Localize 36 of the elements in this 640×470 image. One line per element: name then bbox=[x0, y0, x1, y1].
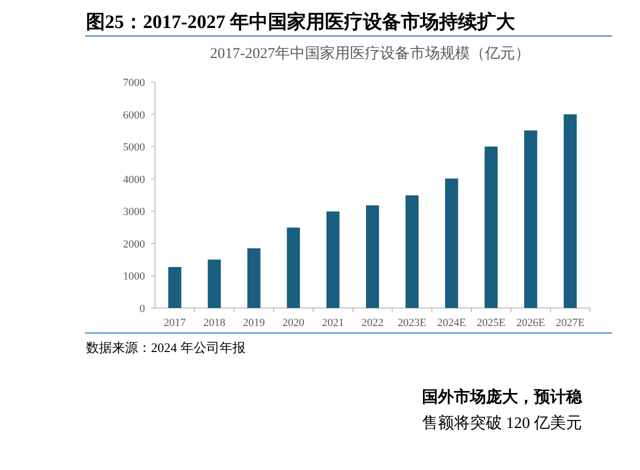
x-tick-label: 2025E bbox=[476, 317, 506, 329]
y-tick-label: 6000 bbox=[123, 109, 146, 122]
bar bbox=[524, 130, 538, 308]
y-tick-label: 1000 bbox=[123, 270, 146, 283]
y-tick-label: 2000 bbox=[123, 238, 146, 250]
chart-title: 图25：2017-2027 年中国家用医疗设备市场持续扩大 bbox=[86, 11, 516, 33]
y-tick-label: 5000 bbox=[123, 142, 146, 154]
x-tick-label: 2018 bbox=[203, 317, 226, 329]
source-note: 数据来源：2024 年公司年报 bbox=[86, 340, 246, 355]
x-tick-label: 2022 bbox=[362, 317, 384, 329]
y-tick-label: 7000 bbox=[123, 77, 146, 89]
bar bbox=[247, 248, 260, 308]
plot: 0 1000 2000 3000 4000 5000 6000 7000 2017 2018 2019 2020 2021 2022 2023E 2024E 2025E 2026E 2027E bbox=[123, 77, 590, 329]
bar bbox=[366, 205, 380, 308]
y-tick-label: 4000 bbox=[123, 174, 146, 186]
bar bbox=[168, 266, 182, 308]
x-tick-label: 2021 bbox=[322, 317, 344, 329]
x-tick-label: 2027E bbox=[556, 317, 585, 329]
x-tick-label: 2020 bbox=[282, 317, 305, 329]
bar bbox=[406, 195, 419, 308]
chart-subtitle: 2017-2027年中国家用医疗设备市场规模（亿元） bbox=[210, 45, 530, 62]
bar bbox=[208, 260, 221, 308]
y-tick-label: 0 bbox=[140, 303, 146, 315]
bar bbox=[326, 211, 340, 308]
text: 国外市场庞大，预计稳 bbox=[422, 387, 583, 406]
bar bbox=[564, 114, 577, 308]
bar bbox=[484, 146, 498, 308]
x-tick-label: 2017 bbox=[164, 317, 186, 329]
x-tick-label: 2026E bbox=[516, 317, 546, 329]
bar bbox=[286, 228, 300, 308]
x-tick-label: 2024E bbox=[437, 317, 466, 329]
x-tick-label: 2023E bbox=[398, 317, 427, 329]
x-tick-label: 2019 bbox=[242, 317, 266, 329]
bar bbox=[445, 178, 458, 308]
y-tick-label: 3000 bbox=[123, 206, 146, 218]
text: 售额将突破 120 亿美元 bbox=[422, 414, 582, 432]
